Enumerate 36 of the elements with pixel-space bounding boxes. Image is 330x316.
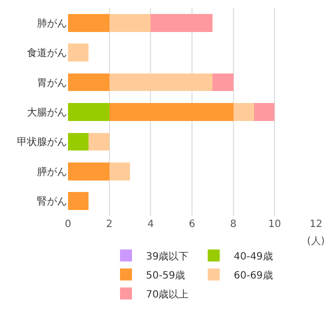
x-tick-label: 2: [106, 219, 113, 230]
x-tick-label: 4: [147, 219, 154, 230]
x-axis-title: (人): [307, 236, 325, 247]
bar: [233, 103, 254, 121]
legend-label: 40-49歳: [234, 250, 273, 262]
y-tick-label: 膵がん: [37, 166, 67, 178]
bar: [109, 73, 213, 92]
bar: [88, 132, 110, 151]
y-tick-label: 腎がん: [37, 196, 67, 208]
bar: [254, 103, 275, 121]
legend-label: 60-69歳: [234, 269, 273, 282]
legend-label: 50-59歳: [146, 269, 186, 282]
bar: [68, 192, 89, 210]
bar: [68, 73, 110, 92]
x-tick-label: 0: [64, 219, 72, 230]
bar: [68, 44, 89, 62]
bar: [68, 14, 110, 32]
y-tick-label: 大腸がん: [27, 106, 67, 118]
bar: [68, 132, 89, 151]
x-tick-label: 6: [188, 219, 196, 230]
x-tick-label: 10: [268, 219, 282, 230]
bar: [109, 14, 151, 32]
legend-label: 70歳以上: [146, 288, 189, 300]
bar: [109, 103, 234, 121]
x-tick-label: 12: [310, 219, 322, 230]
legend-label: 39歳以下: [146, 250, 189, 262]
bar: [68, 162, 110, 180]
y-tick-label: 肺がん: [37, 17, 67, 30]
bar: [212, 73, 234, 92]
y-tick-label: 胃がん: [37, 78, 67, 89]
x-tick-label: 8: [230, 219, 237, 230]
y-tick-label: 甲状腺がん: [17, 136, 67, 148]
bar: [109, 162, 130, 180]
bar: [68, 103, 110, 121]
bar: [150, 14, 213, 32]
y-tick-label: 食道がん: [27, 47, 67, 60]
